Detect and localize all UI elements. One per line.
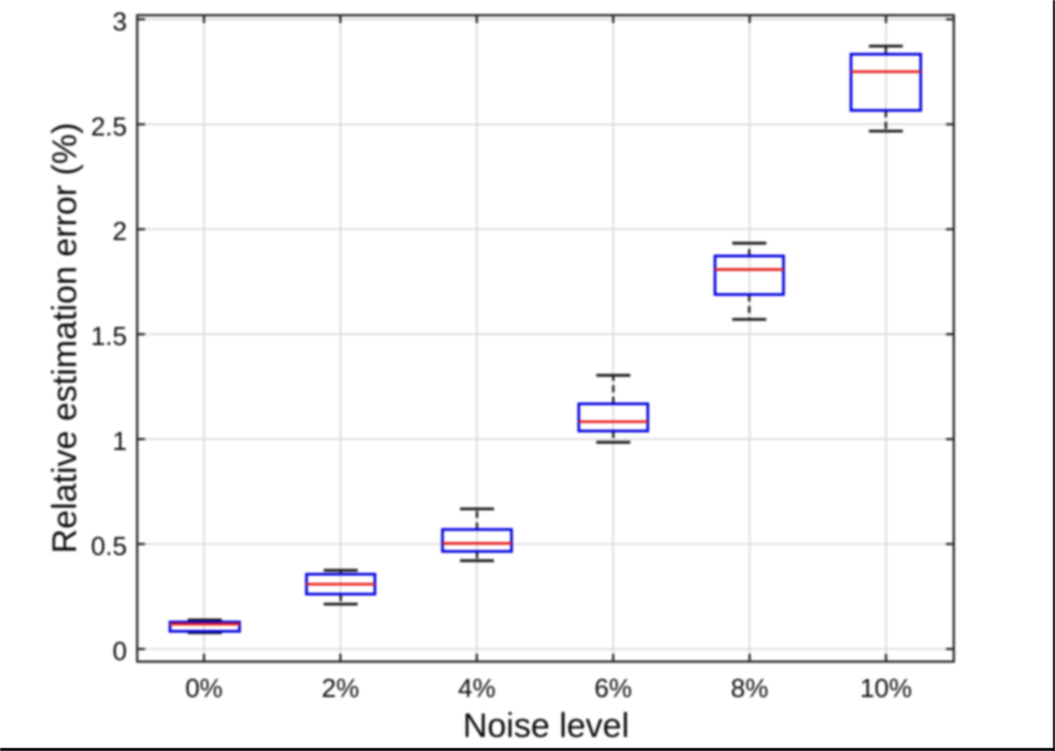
svg-text:2%: 2% <box>322 673 360 703</box>
svg-text:10%: 10% <box>860 673 912 703</box>
svg-text:3: 3 <box>113 6 127 36</box>
svg-text:Noise level: Noise level <box>463 707 629 745</box>
svg-text:4%: 4% <box>458 673 496 703</box>
svg-text:Relative estimation error (%): Relative estimation error (%) <box>46 123 84 554</box>
svg-text:6%: 6% <box>594 673 632 703</box>
svg-text:8%: 8% <box>731 673 769 703</box>
svg-text:0%: 0% <box>185 673 223 703</box>
svg-text:1.5: 1.5 <box>91 321 127 351</box>
svg-text:2.5: 2.5 <box>91 111 127 141</box>
svg-text:0: 0 <box>113 636 127 666</box>
svg-text:2: 2 <box>113 216 127 246</box>
svg-text:1: 1 <box>113 426 127 456</box>
svg-text:0.5: 0.5 <box>91 531 127 561</box>
